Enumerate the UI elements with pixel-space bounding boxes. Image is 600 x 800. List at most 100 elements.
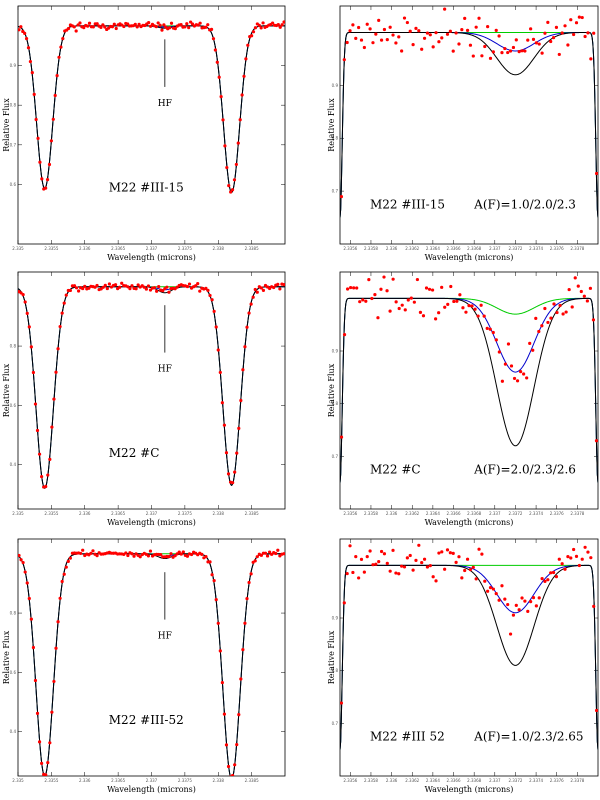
observed-point	[359, 557, 364, 561]
observed-point	[245, 597, 249, 601]
x-tick-label: 2.3362	[405, 511, 419, 516]
observed-point	[227, 184, 231, 188]
observed-point	[255, 555, 259, 559]
plot-area	[18, 548, 285, 776]
observed-point	[412, 300, 416, 304]
observed-point	[406, 298, 410, 302]
observed-point	[400, 49, 404, 53]
observed-point	[173, 27, 177, 31]
y-tick-label: 0.6	[10, 670, 17, 675]
observed-point	[418, 310, 423, 315]
observed-point	[451, 551, 455, 555]
observed-point	[445, 548, 450, 552]
observed-point	[534, 604, 538, 608]
x-tick-label: 2.336	[386, 511, 398, 516]
observed-point	[526, 609, 530, 614]
observed-point	[95, 283, 99, 288]
x-tick-label: 2.3378	[570, 778, 584, 783]
observed-point	[18, 28, 21, 32]
observed-point	[249, 302, 253, 306]
x-tick-label: 2.337	[146, 246, 158, 251]
hf-label: HF	[158, 365, 172, 375]
observed-point	[511, 45, 516, 50]
observed-point	[422, 36, 427, 40]
observed-point	[514, 603, 518, 607]
x-tick-label: 2.3375	[178, 511, 192, 516]
observed-point	[134, 287, 138, 291]
x-tick-label: 2.337	[489, 778, 501, 783]
observed-point	[480, 54, 484, 58]
synthetic-line-3	[18, 553, 285, 776]
observed-point	[589, 57, 593, 61]
observed-point	[208, 560, 212, 564]
y-axis-label: Relative Flux	[327, 363, 336, 417]
observed-point	[56, 347, 60, 351]
observed-point	[60, 579, 64, 584]
observed-point	[177, 550, 181, 554]
observed-point	[251, 295, 255, 299]
observed-point	[428, 564, 432, 568]
observed-point	[520, 49, 524, 53]
observed-point	[213, 48, 217, 52]
observed-point	[549, 571, 553, 575]
observed-point	[168, 26, 172, 30]
observed-point	[457, 555, 461, 559]
star-label: M22 #III-52	[109, 713, 184, 727]
observed-point	[528, 341, 532, 345]
observed-point	[379, 287, 383, 291]
observed-point	[218, 649, 222, 653]
observed-point	[91, 549, 95, 553]
observed-point	[181, 550, 185, 554]
observed-point	[540, 577, 544, 581]
observed-point	[146, 554, 151, 558]
observed-point	[520, 596, 524, 600]
observed-point	[259, 26, 263, 30]
observed-point	[388, 25, 392, 29]
observed-point	[560, 562, 564, 566]
observed-point	[377, 559, 381, 564]
observed-point	[136, 283, 140, 287]
x-tick-label: 2.3355	[44, 246, 58, 251]
observed-point	[560, 31, 564, 35]
x-tick-label: 2.3374	[529, 778, 543, 783]
observed-point	[148, 549, 153, 553]
observed-point	[567, 287, 571, 292]
x-tick-label: 2.3375	[178, 246, 192, 251]
observed-point	[19, 558, 23, 562]
observed-point	[183, 25, 187, 29]
observed-point	[494, 592, 498, 596]
observed-point	[400, 303, 404, 307]
x-tick-label: 2.338	[213, 511, 225, 516]
observed-point	[251, 30, 256, 34]
observed-point	[52, 397, 56, 401]
observed-point	[394, 571, 398, 575]
observed-point	[32, 92, 36, 96]
observed-point	[27, 325, 31, 329]
x-axis-label: Wavelength (microns)	[107, 253, 196, 262]
observed-point	[557, 557, 561, 561]
observed-point	[580, 557, 584, 561]
observed-point	[259, 286, 263, 290]
observed-point	[219, 95, 223, 99]
x-tick-label: 2.3356	[343, 778, 357, 783]
observed-point	[506, 602, 510, 607]
observed-point	[434, 31, 438, 35]
observed-point	[511, 613, 516, 617]
y-tick-label: 0.9	[332, 83, 339, 88]
observed-point	[500, 379, 504, 383]
x-tick-label: 2.338	[213, 246, 225, 251]
observed-point	[425, 31, 430, 35]
observed-point	[246, 43, 250, 47]
observed-point	[434, 317, 438, 321]
y-tick-label: 0.7	[332, 189, 339, 194]
observed-point	[21, 293, 25, 297]
plot-frame	[17, 5, 286, 245]
observed-point	[437, 311, 441, 315]
observed-point	[204, 555, 208, 559]
observed-point	[173, 554, 177, 558]
observed-point	[57, 55, 61, 59]
observed-point	[237, 713, 241, 717]
observed-point	[373, 293, 377, 297]
observed-point	[194, 284, 198, 288]
observed-point	[428, 33, 432, 37]
